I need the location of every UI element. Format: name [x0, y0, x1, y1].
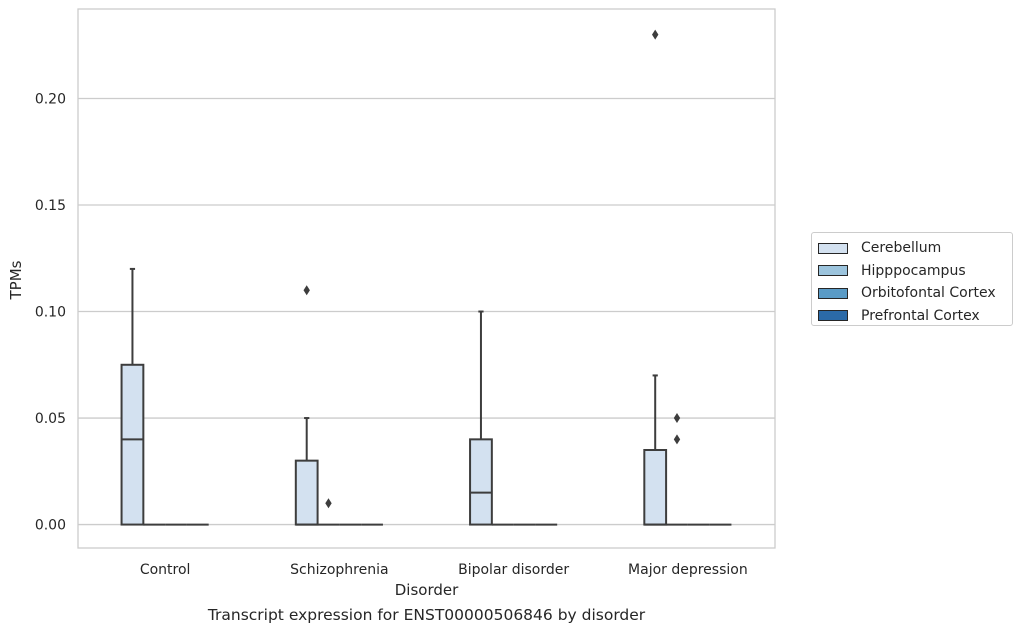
- box-series: [120, 29, 732, 526]
- y-tick-label: 0.00: [35, 518, 66, 534]
- outlier-point: [673, 413, 681, 424]
- x-axis-label: Disorder: [395, 581, 459, 599]
- y-tick-label: 0.15: [35, 198, 66, 214]
- legend-swatch: [818, 242, 848, 254]
- box-body: [643, 449, 668, 526]
- outlier-point: [652, 29, 659, 40]
- y-tick-labels: 0.00 0.05 0.10 0.15 0.20: [35, 91, 66, 533]
- legend-label: Prefrontal Cortex: [861, 307, 980, 324]
- box-body: [120, 363, 145, 526]
- chart-caption: Transcript expression for ENST0000050684…: [207, 606, 646, 624]
- y-axis-label: TPMs: [7, 260, 25, 300]
- legend-swatch: [818, 287, 848, 299]
- legend-label: Cerebellum: [861, 240, 942, 257]
- legend-label: Hipppocampus: [861, 262, 966, 279]
- outlier-point: [303, 285, 310, 296]
- x-tick-label: Major depression: [628, 562, 748, 578]
- legend-item: Hipppocampus: [818, 260, 1012, 283]
- outlier-point: [325, 498, 332, 509]
- legend-item: Cerebellum: [818, 237, 1012, 260]
- box-body: [294, 459, 319, 526]
- y-tick-label: 0.10: [35, 305, 66, 321]
- legend-item: Prefrontal Cortex: [818, 305, 1012, 328]
- legend-swatch: [818, 265, 848, 277]
- legend-label: Orbitofontal Cortex: [861, 285, 996, 302]
- x-tick-label: Control: [140, 562, 191, 578]
- legend: Cerebellum Hipppocampus Orbitofontal Corte…: [811, 232, 1013, 326]
- x-tick-label: Bipolar disorder: [458, 562, 569, 578]
- y-tick-label: 0.20: [35, 91, 66, 107]
- x-tick-label: Schizophrenia: [290, 562, 388, 578]
- legend-swatch: [818, 310, 848, 322]
- plot-frame: [77, 8, 776, 549]
- y-tick-label: 0.05: [35, 411, 66, 427]
- x-tick-labels: Control Schizophrenia Bipolar disorder Majo…: [140, 562, 748, 578]
- outlier-point: [673, 434, 681, 445]
- box-body: [469, 438, 493, 526]
- legend-item: Orbitofontal Cortex: [818, 282, 1012, 305]
- grid-lines: [78, 97, 775, 526]
